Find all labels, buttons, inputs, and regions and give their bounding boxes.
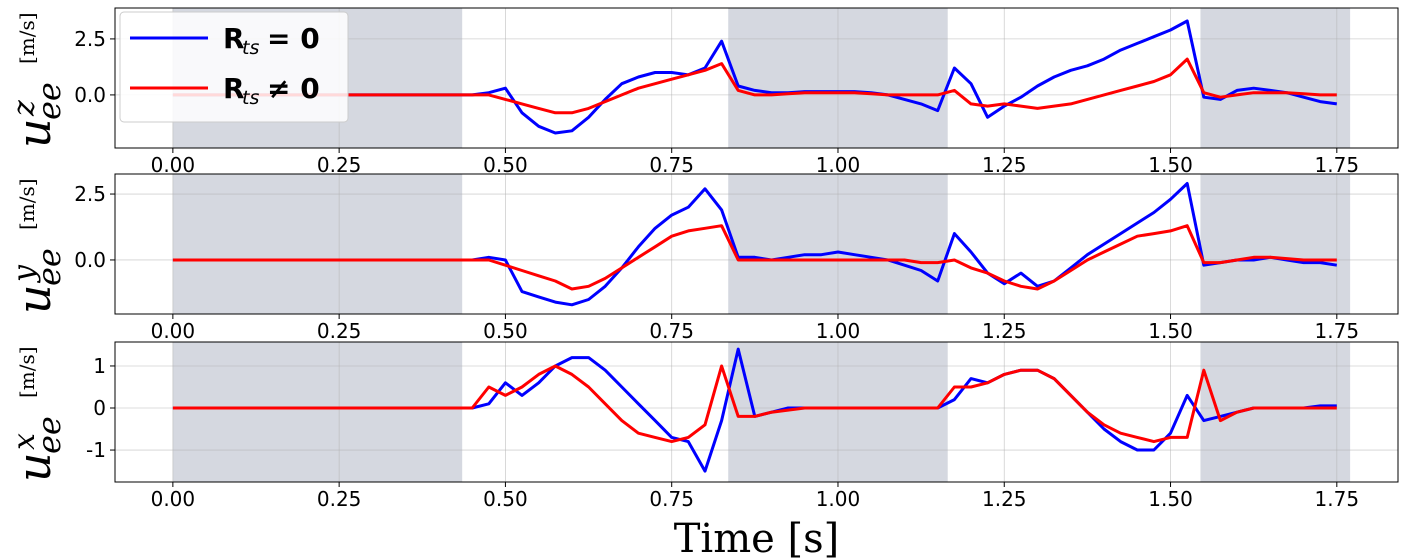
x-tick-label: 1.25 (982, 153, 1027, 177)
x-tick-label: 1.25 (982, 319, 1027, 343)
y-tick-label: 2.5 (74, 27, 106, 51)
x-tick-label: 1.50 (1148, 487, 1193, 511)
shaded-region (1200, 342, 1351, 482)
x-tick-label: 1.75 (1315, 319, 1360, 343)
x-tick-label: 1.25 (982, 487, 1027, 511)
y-label-unit: [m/s] (15, 346, 39, 398)
x-tick-label: 0.50 (483, 487, 528, 511)
y-label-sup: y (7, 264, 42, 284)
legend-label-base: R (223, 22, 245, 55)
x-tick-label: 1.50 (1148, 153, 1193, 177)
legend-label-sub: ts (242, 37, 259, 59)
legend-label-base: R (223, 72, 245, 105)
y-label-sup: z (7, 100, 42, 117)
y-tick-label: -1 (86, 438, 106, 462)
x-tick-label: 0.00 (151, 153, 196, 177)
x-tick-label: 1.75 (1315, 487, 1360, 511)
series-line (172, 224, 1337, 291)
legend-label-rel: ≠ 0 (267, 72, 320, 105)
y-label-sub: ee (30, 82, 68, 120)
y-tick-label: 0.0 (74, 83, 106, 107)
axes-frame (114, 341, 1399, 483)
legend: Rts = 0 Rts ≠ 0 (119, 11, 349, 123)
x-tick-label: 1.50 (1148, 319, 1193, 343)
subplot: 0.00 0.25 0.50 0.75 1.00 1.25 1.50 1.75 -1 0 1 ueex… (7, 341, 1399, 560)
x-tick-label: 1.75 (1315, 153, 1360, 177)
y-tick-label: 0.0 (74, 248, 106, 272)
x-tick-label: 0.25 (317, 153, 362, 177)
legend-label-rel: = 0 (267, 22, 320, 55)
shaded-region (1200, 174, 1351, 314)
y-label-sub: ee (30, 416, 68, 454)
y-label-base: u (7, 452, 61, 482)
x-axis-label: Time [s] (674, 516, 840, 560)
y-tick-label: 0 (93, 396, 106, 420)
x-tick-label: 0.50 (483, 153, 528, 177)
x-tick-label: 0.50 (483, 319, 528, 343)
x-tick-label: 1.00 (816, 319, 861, 343)
y-label-base: u (7, 284, 61, 314)
legend-label-sub: ts (242, 87, 259, 109)
series-line (172, 57, 1337, 115)
shaded-region (172, 174, 463, 314)
y-label-unit: [m/s] (15, 178, 39, 230)
shaded-region (172, 342, 463, 482)
x-tick-label: 0.25 (317, 487, 362, 511)
x-tick-label: 1.00 (816, 487, 861, 511)
x-tick-label: 0.75 (649, 487, 694, 511)
x-tick-label: 0.75 (649, 153, 694, 177)
y-label-unit: [m/s] (15, 12, 39, 64)
x-tick-label: 0.00 (151, 319, 196, 343)
axes-frame (114, 7, 1399, 149)
y-tick-label: 2.5 (74, 182, 106, 206)
subplot: 0.00 0.25 0.50 0.75 1.00 1.25 1.50 1.750.02.5ue… (7, 7, 1399, 177)
x-tick-label: 0.75 (649, 319, 694, 343)
series-line (172, 364, 1337, 444)
axes-frame (114, 173, 1399, 315)
x-tick-label: 0.00 (151, 487, 196, 511)
y-label-sub: ee (30, 248, 68, 286)
subplot: 0.00 0.25 0.50 0.75 1.00 1.25 1.50 1.750.02.5ue… (7, 173, 1399, 343)
y-label-base: u (7, 118, 61, 148)
x-tick-label: 0.25 (317, 319, 362, 343)
x-tick-label: 1.00 (816, 153, 861, 177)
y-tick-label: 1 (93, 354, 106, 378)
y-label-sup: x (7, 433, 42, 450)
shaded-region (1200, 8, 1351, 148)
